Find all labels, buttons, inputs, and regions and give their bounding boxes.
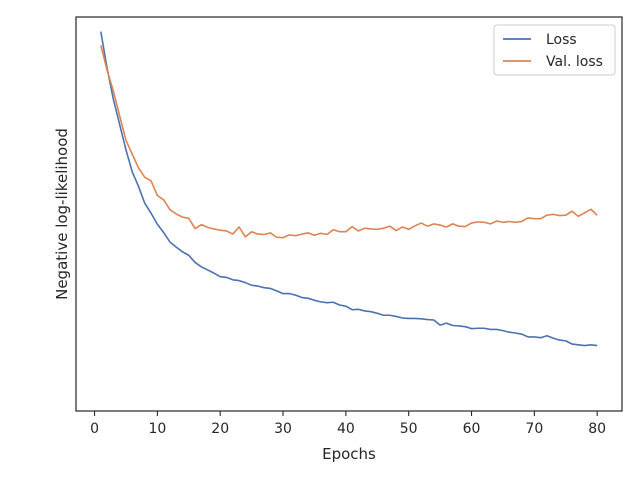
series-line-val-loss: [100, 45, 598, 239]
x-tick-label: 30: [274, 421, 292, 437]
legend-box: [493, 24, 616, 76]
x-tick-label: 0: [90, 421, 99, 437]
x-tick-label: 70: [525, 421, 543, 437]
series-line-loss: [100, 31, 598, 347]
y-axis-label: Negative log-likelihood: [53, 128, 71, 300]
legend-label-val-loss: Val. loss: [546, 54, 603, 70]
x-axis-ticks: 0 10 20 30 40 50 60 70 80: [90, 411, 606, 437]
x-axis-label: Epochs: [322, 445, 376, 463]
x-tick-label: 20: [211, 421, 229, 437]
legend-label-loss: Loss: [546, 32, 577, 48]
x-tick-label: 50: [400, 421, 418, 437]
x-tick-label: 80: [588, 421, 606, 437]
x-tick-label: 60: [463, 421, 481, 437]
x-tick-label: 10: [148, 421, 166, 437]
plot-area: [100, 31, 598, 347]
x-tick-label: 40: [337, 421, 355, 437]
legend: Loss Val. loss: [493, 24, 616, 76]
axes-frame: [75, 16, 623, 412]
